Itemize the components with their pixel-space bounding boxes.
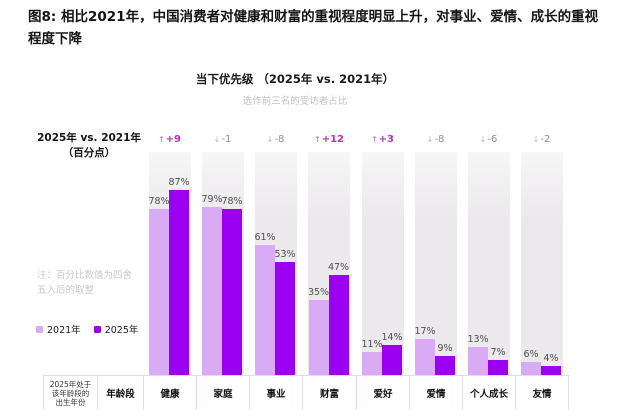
table-category-cell-1: 健康 xyxy=(143,375,197,410)
delta-number: +9 xyxy=(165,134,182,145)
delta-number: -8 xyxy=(434,134,445,145)
bar-value-label: 4% xyxy=(543,353,559,365)
bar-2025年-健康 xyxy=(169,189,189,375)
bar-2025年-爱好 xyxy=(382,345,402,375)
table-age-header-cell: 年龄段 xyxy=(97,375,144,410)
table-corner-cell: 2025年处于 该年龄段的 出生年份 xyxy=(43,375,98,410)
bar-value-label: 7% xyxy=(490,347,506,359)
bar-2021年-家庭 xyxy=(202,206,222,375)
delta-number: -6 xyxy=(487,134,498,145)
down-arrow-icon: ↓ xyxy=(213,135,221,144)
table-category-cell-2: 家庭 xyxy=(196,375,250,410)
table-category-cell-5: 爱好 xyxy=(356,375,410,410)
table-corner-line1: 2025年处于 xyxy=(49,380,92,389)
delta-number: +12 xyxy=(321,134,344,145)
delta-value-6: ↓-8 xyxy=(409,132,462,147)
delta-axis-header-line1: 2025年 vs. 2021年 xyxy=(37,132,141,144)
column-background-8 xyxy=(520,152,563,375)
category-label: 爱情 xyxy=(426,389,446,400)
rounding-note: 注：百分比数值为四舍 五入后的取整 xyxy=(37,268,157,298)
delta-number: -2 xyxy=(540,134,551,145)
bar-2021年-健康 xyxy=(149,208,169,375)
delta-value-7: ↓-6 xyxy=(462,132,515,147)
bar-2021年-个人成长 xyxy=(468,347,488,375)
bar-value-label: 35% xyxy=(307,287,330,299)
bar-2025年-爱情 xyxy=(435,355,455,375)
bar-value-label: 87% xyxy=(168,176,190,188)
legend-item-2021: 2021年 xyxy=(36,322,81,336)
table-category-cell-7: 个人成长 xyxy=(462,375,516,410)
table-category-cell-4: 财富 xyxy=(302,375,357,410)
bar-2021年-财富 xyxy=(308,300,329,375)
legend-label-2025: 2025年 xyxy=(104,325,139,336)
category-label: 事业 xyxy=(266,389,286,400)
category-label: 爱好 xyxy=(373,389,393,400)
up-arrow-icon: ↑ xyxy=(314,135,321,144)
delta-axis-header-line2: （百分点） xyxy=(62,146,116,159)
delta-axis-header: 2025年 vs. 2021年 （百分点） xyxy=(28,131,150,160)
bar-value-label: 79% xyxy=(201,193,223,205)
bar-2021年-事业 xyxy=(255,245,275,375)
delta-number: -1 xyxy=(221,134,232,145)
rounding-note-line1: 注：百分比数值为四舍 xyxy=(37,270,133,281)
down-arrow-icon: ↓ xyxy=(426,135,434,144)
chart-title: 当下优先级 （2025年 vs. 2021年） xyxy=(195,72,395,86)
bar-value-label: 47% xyxy=(327,261,350,273)
chart-subtitle: 选作前三名的受访者占比 xyxy=(242,96,348,107)
category-label: 友情 xyxy=(532,389,552,400)
category-label: 健康 xyxy=(160,389,180,400)
delta-value-8: ↓-2 xyxy=(515,132,568,147)
up-arrow-icon: ↑ xyxy=(370,135,378,144)
bar-2021年-友情 xyxy=(521,362,541,375)
table-category-cell-6: 爱情 xyxy=(409,375,463,410)
column-background-7 xyxy=(467,152,510,375)
delta-number: +3 xyxy=(378,134,395,145)
delta-number: -8 xyxy=(274,134,285,145)
bar-2025年-个人成长 xyxy=(488,360,508,375)
delta-value-5: ↑+3 xyxy=(356,132,409,147)
legend-item-2025: 2025年 xyxy=(93,322,139,336)
bar-value-label: 17% xyxy=(414,325,436,337)
bar-value-label: 78% xyxy=(221,195,243,207)
delta-value-3: ↓-8 xyxy=(249,132,302,147)
category-label: 家庭 xyxy=(213,389,233,400)
bar-2025年-财富 xyxy=(328,274,349,375)
bar-value-label: 78% xyxy=(148,195,170,207)
legend-swatch-2025 xyxy=(93,325,101,333)
bar-2025年-友情 xyxy=(541,366,561,375)
bar-2021年-爱情 xyxy=(415,338,435,375)
legend-label-2021: 2021年 xyxy=(47,325,81,336)
down-arrow-icon: ↓ xyxy=(479,135,487,144)
table-corner-line2: 该年龄段的 xyxy=(51,389,90,398)
table-category-cell-3: 事业 xyxy=(249,375,303,410)
down-arrow-icon: ↓ xyxy=(266,135,274,144)
bar-value-label: 6% xyxy=(523,349,539,361)
table-age-header-label: 年龄段 xyxy=(106,389,135,400)
chart-legend: 2021年 2025年 xyxy=(36,322,138,336)
delta-value-4: ↑+12 xyxy=(302,132,356,147)
bar-2025年-家庭 xyxy=(222,208,242,375)
bar-2021年-爱好 xyxy=(362,351,382,375)
bar-2025年-事业 xyxy=(275,262,295,375)
table-corner-line3: 出生年份 xyxy=(55,398,86,407)
bar-value-label: 61% xyxy=(254,232,276,244)
legend-swatch-2021 xyxy=(36,325,43,333)
category-label: 财富 xyxy=(319,389,339,400)
up-arrow-icon: ↑ xyxy=(157,135,165,144)
delta-value-2: ↓-1 xyxy=(196,132,249,147)
delta-value-1: ↑+9 xyxy=(143,132,196,147)
rounding-note-line2: 五入后的取整 xyxy=(37,285,95,296)
table-category-cell-8: 友情 xyxy=(515,375,569,410)
bar-value-label: 13% xyxy=(467,334,489,346)
down-arrow-icon: ↓ xyxy=(532,135,540,144)
column-background-6 xyxy=(414,152,457,375)
column-background-5 xyxy=(361,152,404,375)
bar-value-label: 53% xyxy=(274,249,296,261)
bar-value-label: 11% xyxy=(361,338,383,350)
category-label: 个人成长 xyxy=(469,389,508,400)
bar-value-label: 14% xyxy=(381,332,403,344)
figure-title: 图8: 相比2021年，中国消费者对健康和财富的重视程度明显上升，对事业、爱情、… xyxy=(28,9,599,47)
bar-value-label: 9% xyxy=(437,342,453,354)
